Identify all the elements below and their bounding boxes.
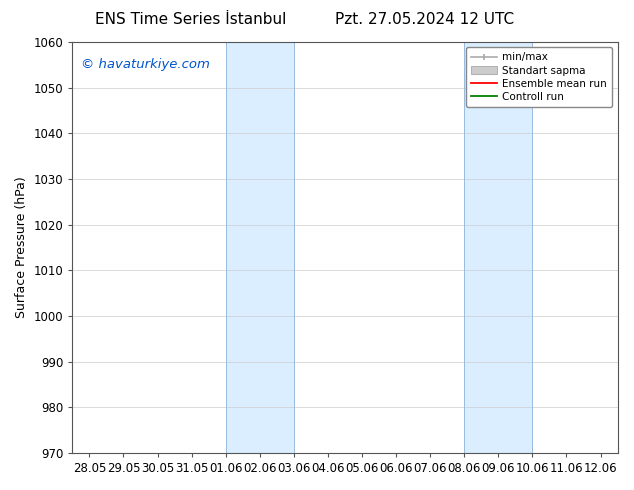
Y-axis label: Surface Pressure (hPa): Surface Pressure (hPa): [15, 176, 28, 318]
Bar: [464, 42, 533, 453]
Legend: min/max, Standart sapma, Ensemble mean run, Controll run: min/max, Standart sapma, Ensemble mean r…: [466, 47, 612, 107]
Bar: [226, 42, 294, 453]
Text: Pzt. 27.05.2024 12 UTC: Pzt. 27.05.2024 12 UTC: [335, 12, 514, 27]
Text: © havaturkiye.com: © havaturkiye.com: [81, 58, 209, 72]
Text: ENS Time Series İstanbul: ENS Time Series İstanbul: [94, 12, 286, 27]
